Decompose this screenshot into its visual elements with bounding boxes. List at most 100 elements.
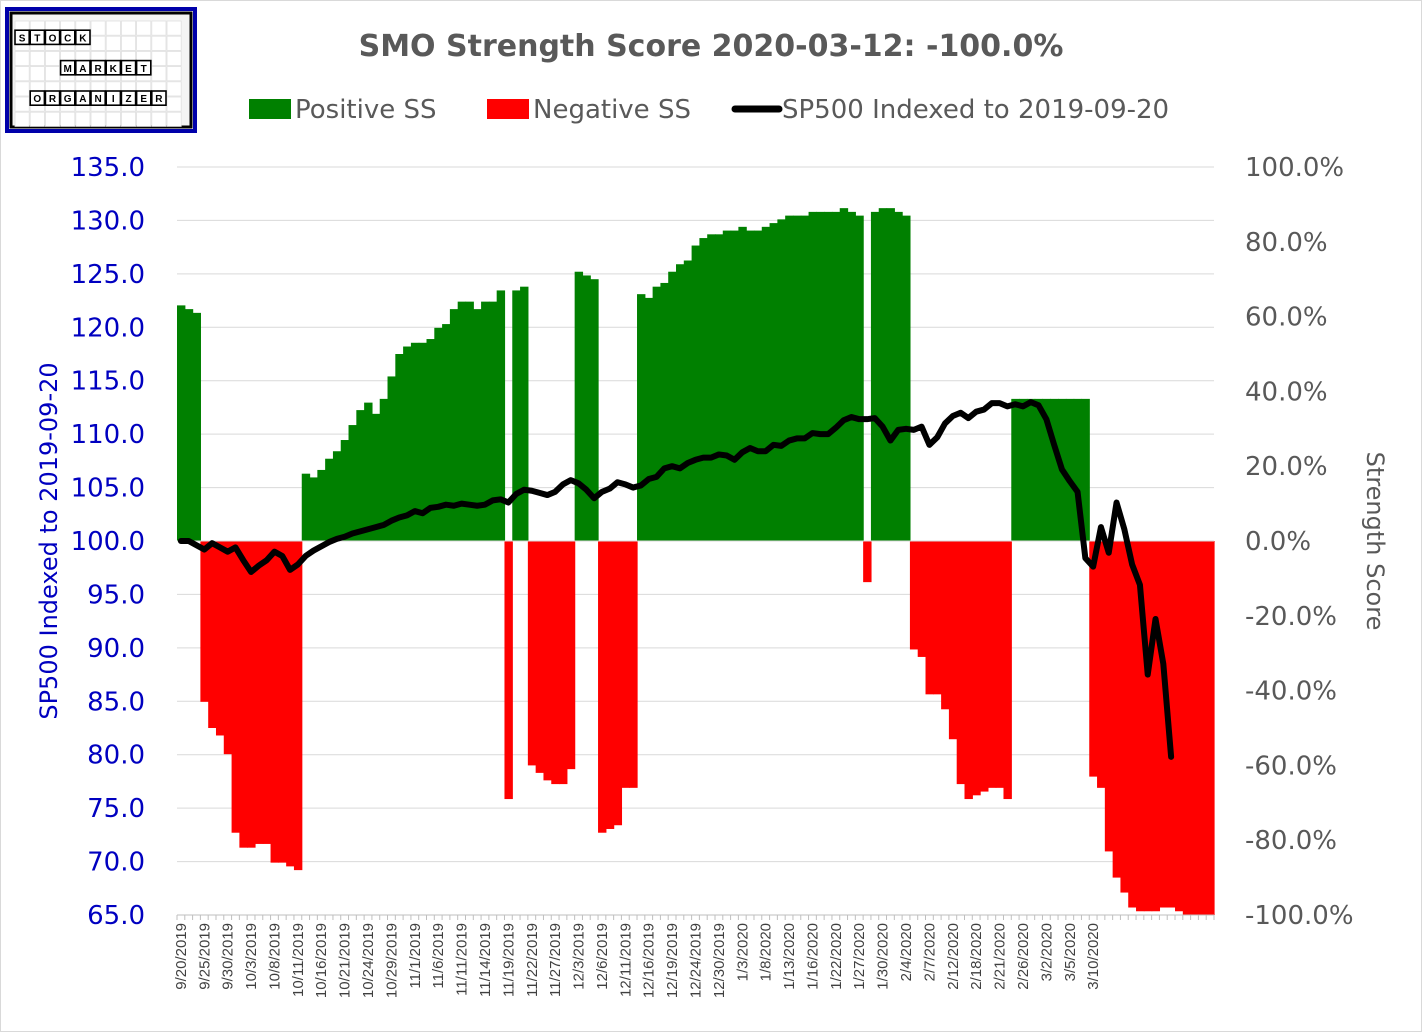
positive-ss-bar [800, 215, 810, 541]
x-tick-label: 11/22/2019 [524, 923, 541, 997]
x-tick-label: 12/6/2019 [594, 923, 611, 990]
positive-ss-bar [512, 290, 521, 541]
logo-letter-box [90, 90, 106, 106]
logo-letter: E [125, 64, 132, 75]
logo-grid-cell [90, 35, 106, 51]
negative-ss-bar [1128, 541, 1137, 908]
positive-ss-bar [356, 410, 365, 541]
negative-ss-bar [286, 541, 295, 867]
negative-ss-bar [925, 541, 934, 695]
x-tick-label: 1/30/2020 [875, 923, 892, 990]
positive-ss-bar [855, 215, 864, 541]
positive-ss-bar [325, 458, 334, 541]
x-tick-label: 11/19/2019 [500, 923, 517, 997]
positive-ss-bar [434, 327, 443, 541]
logo-letter: R [155, 94, 163, 105]
left-tick-label: 70.0 [87, 848, 145, 878]
positive-ss-bar [442, 324, 451, 541]
negative-ss-bar [1143, 541, 1153, 912]
logo-grid-cell [45, 66, 61, 82]
x-tick-label: 12/16/2019 [641, 923, 658, 998]
x-tick-label: 3/10/2020 [1085, 923, 1102, 990]
right-tick-label: -80.0% [1245, 826, 1337, 856]
logo-grid-cell [136, 20, 152, 36]
positive-ss-bar [582, 275, 591, 541]
logo-grid-cell [75, 111, 91, 127]
logo-letter: G [64, 94, 72, 105]
positive-ss-bar [496, 290, 506, 541]
logo-letter: I [112, 94, 115, 105]
right-tick-label: 80.0% [1245, 228, 1328, 258]
logo-letter-box [29, 29, 46, 46]
logo-grid-cell [166, 111, 182, 127]
x-tick-label: 2/12/2020 [945, 923, 962, 990]
positive-ss-bar [683, 260, 693, 541]
negative-ss-bar [995, 541, 1005, 788]
positive-ss-bar [340, 440, 350, 541]
left-tick-label: 115.0 [71, 367, 145, 397]
negative-ss-bar [863, 541, 872, 583]
positive-ss-bar [878, 208, 888, 541]
positive-ss-bar [769, 223, 778, 541]
right-axis-title: Strength Score [1361, 452, 1389, 631]
positive-ss-bar [387, 376, 396, 541]
positive-ss-bar [831, 211, 841, 541]
x-tick-label: 11/27/2019 [547, 923, 564, 997]
negative-ss-bar [270, 541, 279, 863]
right-tick-label: -20.0% [1245, 602, 1337, 632]
right-tick-label: 60.0% [1245, 303, 1328, 333]
negative-ss-bar [972, 541, 981, 796]
negative-ss-bar [598, 541, 607, 833]
chart-title: SMO Strength Score 2020-03-12: -100.0% [359, 29, 1064, 64]
positive-ss-bar [379, 398, 389, 541]
logo-letter: R [49, 94, 57, 105]
left-tick-label: 100.0 [71, 527, 145, 557]
logo-grid-cell [166, 96, 182, 112]
positive-ss-bar [730, 230, 739, 541]
positive-ss-bar [465, 301, 474, 541]
left-tick-label: 80.0 [87, 741, 145, 771]
negative-ss-bar [543, 541, 552, 781]
logo-letter: O [33, 94, 41, 105]
logo-letter: S [19, 33, 26, 44]
positive-ss-bar [738, 226, 747, 541]
positive-ss-bar [660, 282, 669, 541]
logo-letter-box [90, 59, 106, 76]
x-tick-label: 1/13/2020 [781, 923, 798, 990]
x-tick-label: 2/26/2020 [1015, 923, 1032, 990]
positive-ss-bar [816, 211, 825, 541]
positive-ss-bar [403, 346, 412, 541]
x-tick-label: 3/2/2020 [1038, 923, 1055, 981]
negative-ss-bar [566, 541, 576, 770]
legend-label-negative: Negative SS [533, 95, 691, 125]
right-axis-ticks: -100.0% -80.0% -60.0% -40.0% -20.0% 0.0% 20.0%… [1245, 153, 1354, 931]
positive-ss-bar [1026, 398, 1036, 541]
x-tick-label: 2/18/2020 [968, 923, 985, 990]
logo-letter: K [79, 33, 87, 44]
negative-ss-bar [208, 541, 217, 728]
right-tick-label: -100.0% [1245, 901, 1354, 931]
positive-ss-bar [707, 234, 716, 541]
positive-ss-bar [481, 301, 490, 541]
logo-letter: K [110, 64, 118, 75]
negative-ss-bar [1167, 541, 1176, 908]
logo-letter-box [75, 90, 91, 106]
logo-letter: M [64, 64, 72, 75]
x-tick-label: 1/27/2020 [851, 923, 868, 990]
logo-grid-cell [166, 66, 182, 82]
negative-ss-bar [1120, 541, 1129, 893]
x-tick-label: 3/5/2020 [1062, 923, 1079, 981]
logo-letter: Z [125, 94, 131, 105]
positive-ss-bar [637, 294, 646, 541]
logo-letter-box [44, 90, 61, 106]
logo-letter-box [135, 90, 152, 106]
positive-ss-bar [1065, 398, 1075, 541]
logo-letter-box [75, 29, 91, 46]
logo-grid-cell [105, 20, 121, 36]
logo-letter: A [79, 64, 86, 75]
positive-ss-bar [309, 477, 318, 541]
x-tick-label: 2/4/2020 [898, 923, 915, 981]
logo-letter-box [14, 29, 30, 46]
positive-ss-bar [317, 469, 326, 541]
x-tick-label: 11/11/2019 [454, 923, 471, 996]
